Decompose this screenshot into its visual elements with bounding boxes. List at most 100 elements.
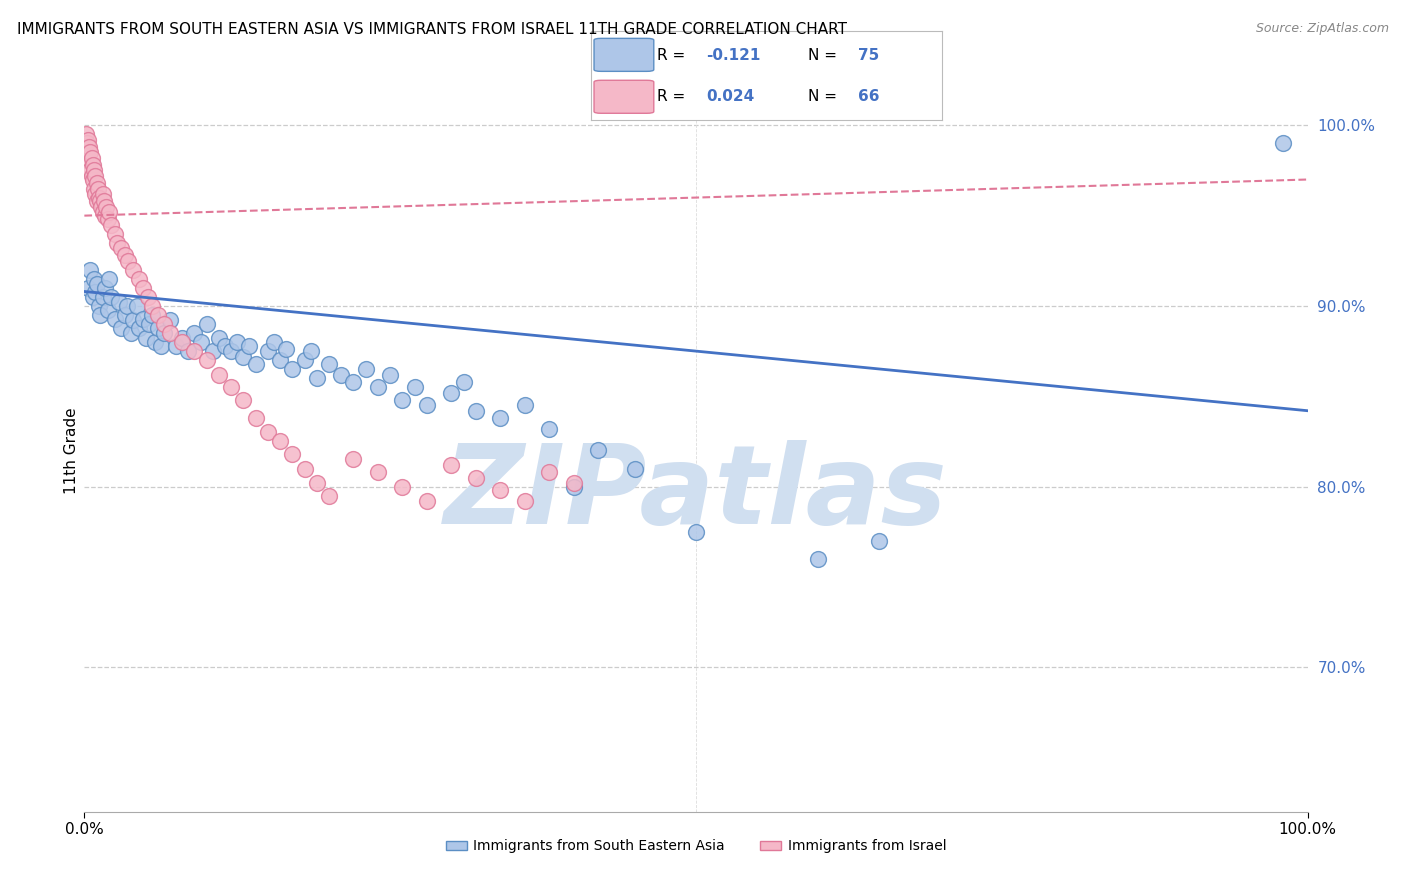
Text: -0.121: -0.121 xyxy=(707,48,761,62)
Point xyxy=(86,277,108,292)
Point xyxy=(146,320,169,334)
Point xyxy=(318,357,340,371)
Point xyxy=(367,380,389,394)
Point xyxy=(77,154,100,169)
Point xyxy=(245,411,267,425)
Point xyxy=(440,385,463,400)
Legend: Immigrants from South Eastern Asia, Immigrants from Israel: Immigrants from South Eastern Asia, Immi… xyxy=(440,834,952,859)
Point xyxy=(89,308,111,322)
Point xyxy=(208,331,231,345)
Point xyxy=(159,313,181,327)
Point xyxy=(183,344,205,359)
Point xyxy=(305,371,328,385)
Point xyxy=(195,353,218,368)
Point xyxy=(79,262,101,277)
Point xyxy=(87,191,110,205)
Point xyxy=(869,533,891,548)
Point xyxy=(201,344,224,359)
Point xyxy=(86,176,108,190)
Text: R =: R = xyxy=(657,89,690,103)
Point xyxy=(77,281,100,295)
Point xyxy=(318,489,340,503)
Point xyxy=(538,422,561,436)
Point xyxy=(84,186,107,201)
Point xyxy=(100,218,122,232)
Point xyxy=(84,169,107,183)
Point xyxy=(226,335,249,350)
Point xyxy=(89,194,111,209)
Point xyxy=(453,375,475,389)
Point xyxy=(1272,136,1295,151)
Point xyxy=(104,311,127,326)
Point xyxy=(232,392,254,407)
FancyBboxPatch shape xyxy=(593,80,654,113)
Point xyxy=(219,344,242,359)
Point xyxy=(416,494,439,508)
Point xyxy=(104,227,127,241)
Point xyxy=(135,331,157,345)
Point xyxy=(367,465,389,479)
Point xyxy=(513,398,536,412)
Point xyxy=(132,281,155,295)
Point xyxy=(141,299,163,313)
Point xyxy=(464,470,486,484)
Point xyxy=(79,163,101,178)
Point xyxy=(624,461,647,475)
Point xyxy=(276,343,298,357)
Point xyxy=(416,398,439,412)
Point xyxy=(190,335,212,350)
Point xyxy=(125,299,148,313)
Point xyxy=(76,136,98,151)
Point xyxy=(281,362,304,376)
Point xyxy=(80,151,103,165)
Point xyxy=(82,290,104,304)
Point xyxy=(330,368,353,382)
Y-axis label: 11th Grade: 11th Grade xyxy=(63,407,79,494)
Point xyxy=(94,281,117,295)
Point xyxy=(245,357,267,371)
Point xyxy=(110,320,132,334)
Text: R =: R = xyxy=(657,48,690,62)
Point xyxy=(141,308,163,322)
Point xyxy=(172,335,194,350)
Point xyxy=(305,475,328,490)
Point xyxy=(82,172,104,186)
Point xyxy=(96,200,118,214)
Point xyxy=(586,443,609,458)
Point xyxy=(122,313,145,327)
Point xyxy=(83,163,105,178)
Point xyxy=(107,295,129,310)
Point xyxy=(138,317,160,331)
Point xyxy=(110,241,132,255)
Point xyxy=(257,425,280,440)
Text: 66: 66 xyxy=(858,89,879,103)
Point xyxy=(90,200,112,214)
Point xyxy=(238,339,260,353)
Point xyxy=(83,272,105,286)
Point xyxy=(257,344,280,359)
Point xyxy=(404,380,426,394)
Text: IMMIGRANTS FROM SOUTH EASTERN ASIA VS IMMIGRANTS FROM ISRAEL 11TH GRADE CORRELAT: IMMIGRANTS FROM SOUTH EASTERN ASIA VS IM… xyxy=(17,22,846,37)
Point xyxy=(807,551,830,566)
Point xyxy=(195,317,218,331)
Text: N =: N = xyxy=(808,89,842,103)
Point xyxy=(83,181,105,195)
Point xyxy=(513,494,536,508)
Point xyxy=(114,248,136,262)
Point xyxy=(263,335,285,350)
Point xyxy=(464,403,486,417)
Point xyxy=(440,458,463,472)
Point xyxy=(146,308,169,322)
Text: N =: N = xyxy=(808,48,842,62)
Point xyxy=(177,344,200,359)
Point xyxy=(115,299,138,313)
Point xyxy=(75,128,97,142)
Point xyxy=(132,311,155,326)
Point xyxy=(342,452,364,467)
Point xyxy=(80,169,103,183)
Point xyxy=(97,205,120,219)
Point xyxy=(87,181,110,195)
Text: ZIPatlas: ZIPatlas xyxy=(444,441,948,548)
Point xyxy=(91,205,114,219)
Point xyxy=(136,290,159,304)
